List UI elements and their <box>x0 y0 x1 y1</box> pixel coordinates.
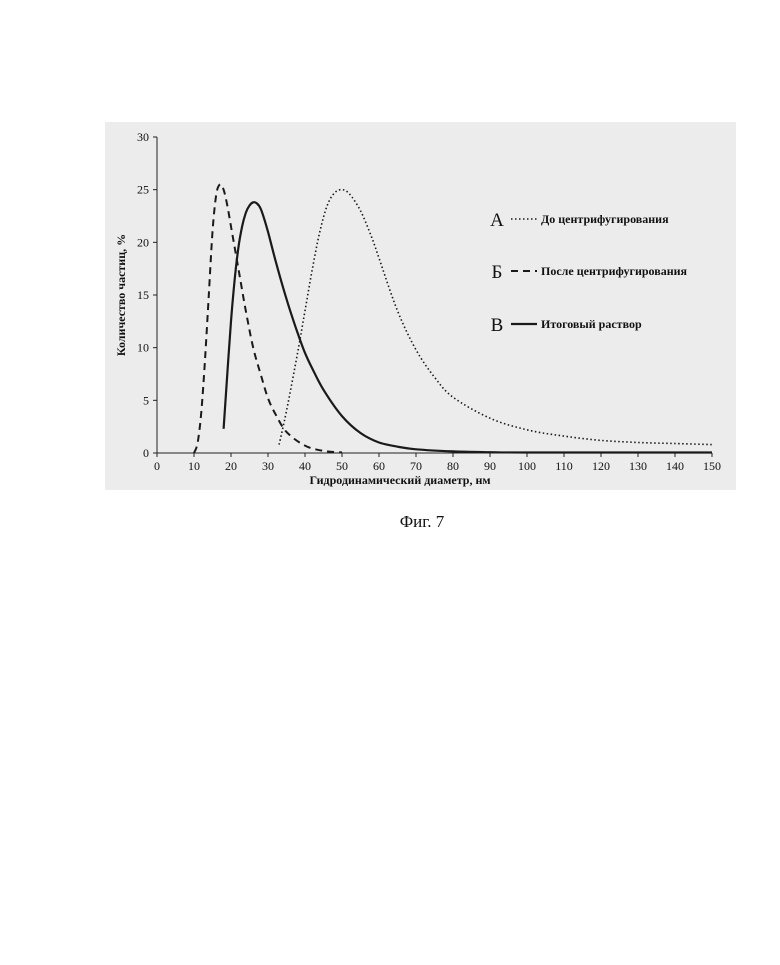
x-tick-label: 20 <box>225 459 237 473</box>
x-tick-label: 110 <box>555 459 573 473</box>
legend-label: До центрифугирования <box>541 212 669 226</box>
x-tick-label: 0 <box>154 459 160 473</box>
x-tick-label: 10 <box>188 459 200 473</box>
x-tick-label: 100 <box>518 459 536 473</box>
legend-letter: А <box>490 210 504 231</box>
x-tick-label: 60 <box>373 459 385 473</box>
x-tick-label: 140 <box>666 459 684 473</box>
x-tick-label: 80 <box>447 459 459 473</box>
x-tick-label: 50 <box>336 459 348 473</box>
x-tick-label: 70 <box>410 459 422 473</box>
y-tick-label: 20 <box>137 235 149 249</box>
y-tick-label: 0 <box>143 446 149 460</box>
x-tick-label: 150 <box>703 459 721 473</box>
x-tick-label: 30 <box>262 459 274 473</box>
legend-letter: Б <box>492 262 503 283</box>
x-tick-label: 90 <box>484 459 496 473</box>
y-tick-label: 30 <box>137 130 149 144</box>
x-tick-label: 40 <box>299 459 311 473</box>
y-tick-label: 25 <box>137 183 149 197</box>
y-tick-label: 10 <box>137 341 149 355</box>
y-tick-label: 5 <box>143 393 149 407</box>
y-axis-title: Количество частиц, % <box>114 234 128 356</box>
x-tick-label: 120 <box>592 459 610 473</box>
y-tick-label: 15 <box>137 288 149 302</box>
legend-letter: В <box>491 315 504 336</box>
legend-label: Итоговый раствор <box>541 317 642 331</box>
figure-caption: Фиг. 7 <box>400 512 445 531</box>
x-axis-title: Гидродинамический диаметр, нм <box>309 473 490 487</box>
x-tick-label: 130 <box>629 459 647 473</box>
legend-label: После центрифугирования <box>541 264 688 278</box>
plot-background <box>105 122 736 490</box>
